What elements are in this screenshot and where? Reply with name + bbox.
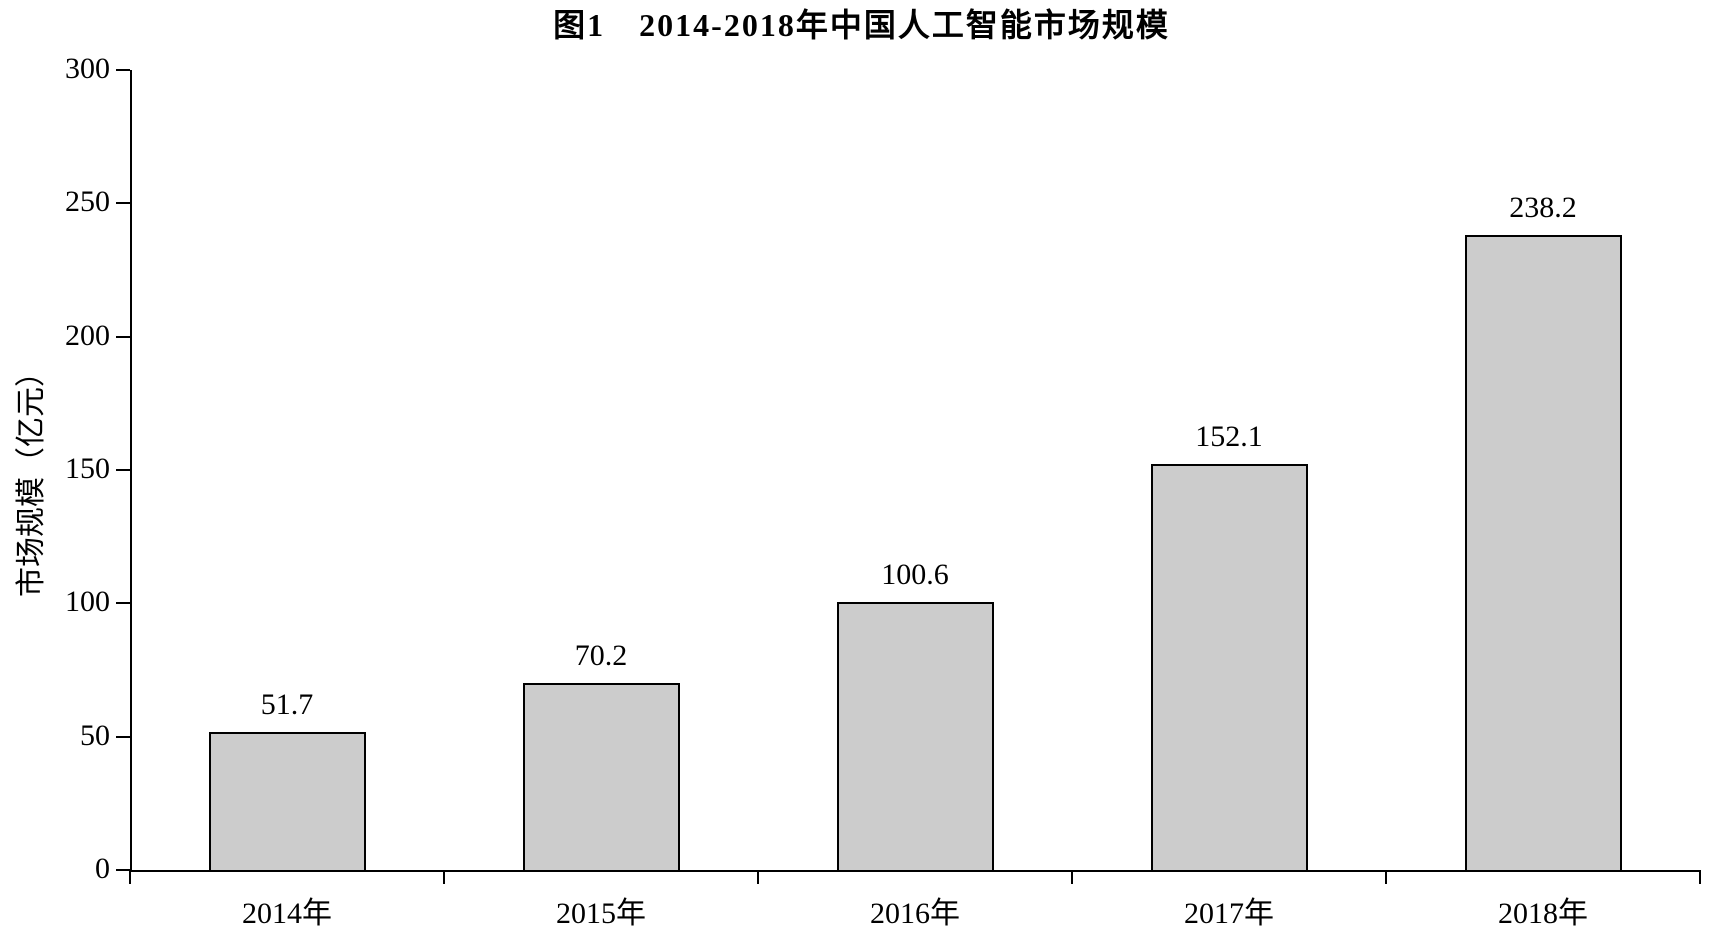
bar-value-label: 51.7 [130, 688, 444, 722]
plot-area: 0 50 100 150 200 250 300 市场规模（亿元） 51.7 2014年 70.2 2… [0, 0, 1723, 932]
chart-container: 图1 2014-2018年中国人工智能市场规模 0501001502002503… [0, 0, 1723, 932]
x-tick-label: 2018年 [1386, 888, 1700, 932]
bar [1465, 235, 1622, 870]
y-tick [116, 736, 130, 738]
x-tick [129, 870, 131, 884]
y-tick [116, 469, 130, 471]
x-tick [1385, 870, 1387, 884]
y-tick [116, 336, 130, 338]
bar [837, 602, 994, 870]
y-tick [116, 602, 130, 604]
x-tick-label: 2014年 [130, 888, 444, 932]
bar-value-label: 100.6 [758, 558, 1072, 592]
bar-value-label: 238.2 [1386, 191, 1700, 225]
bar [523, 683, 680, 870]
x-tick-label: 2015年 [444, 888, 758, 932]
y-tick-label: 100 [65, 585, 110, 619]
bar-value-label: 152.1 [1072, 420, 1386, 454]
y-tick-label: 0 [95, 852, 110, 886]
y-tick [116, 69, 130, 71]
bar [209, 732, 366, 870]
bar-value-label: 70.2 [444, 639, 758, 673]
x-tick [1071, 870, 1073, 884]
y-tick-label: 150 [65, 452, 110, 486]
x-axis [130, 870, 1700, 872]
x-tick [443, 870, 445, 884]
bar [1151, 464, 1308, 870]
y-tick-label: 300 [65, 52, 110, 86]
x-tick [1699, 870, 1701, 884]
x-tick-label: 2017年 [1072, 888, 1386, 932]
y-tick-label: 50 [80, 719, 110, 753]
y-tick-label: 250 [65, 185, 110, 219]
y-tick-label: 200 [65, 319, 110, 353]
y-axis-label: 市场规模（亿元） [6, 277, 50, 677]
y-tick [116, 869, 130, 871]
x-tick-label: 2016年 [758, 888, 1072, 932]
y-axis [130, 70, 132, 870]
y-tick [116, 202, 130, 204]
x-tick [757, 870, 759, 884]
